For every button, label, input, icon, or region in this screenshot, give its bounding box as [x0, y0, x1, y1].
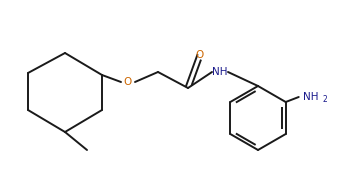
Text: O: O — [196, 50, 204, 60]
Text: O: O — [124, 77, 132, 87]
Text: NH: NH — [212, 67, 228, 77]
Text: NH: NH — [303, 92, 318, 102]
Text: 2: 2 — [323, 94, 328, 103]
